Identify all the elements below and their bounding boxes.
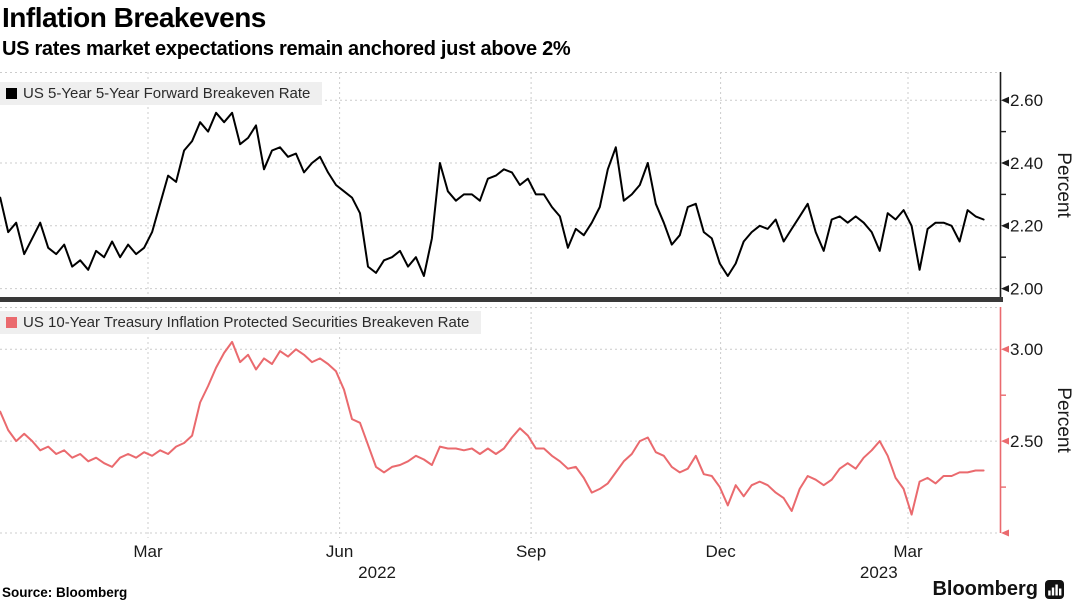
legend-swatch-black-icon bbox=[6, 88, 17, 99]
svg-text:Mar: Mar bbox=[133, 542, 163, 561]
bloomberg-logo-text: Bloomberg bbox=[932, 578, 1038, 600]
x-axis-labels: Mar Jun Sep Dec Mar 2022 2023 bbox=[133, 542, 923, 582]
svg-text:2.20: 2.20 bbox=[1010, 217, 1043, 236]
panel-1-y-axis: 3.00 2.50 bbox=[999, 307, 1043, 537]
svg-text:2.60: 2.60 bbox=[1010, 91, 1043, 110]
svg-text:2023: 2023 bbox=[860, 563, 898, 582]
svg-text:2.50: 2.50 bbox=[1010, 432, 1043, 451]
page-subtitle: US rates market expectations remain anch… bbox=[2, 38, 571, 60]
svg-text:2.00: 2.00 bbox=[1010, 279, 1043, 298]
legend-bottom-label: US 10-Year Treasury Inflation Protected … bbox=[23, 314, 470, 331]
y-axis-title-1: Percent bbox=[1053, 387, 1074, 453]
legend-bottom: US 10-Year Treasury Inflation Protected … bbox=[0, 311, 482, 334]
panel-separator bbox=[0, 297, 1003, 302]
source-note: Source: Bloomberg bbox=[2, 585, 128, 600]
panel-0-y-axis: 2.60 2.40 2.20 2.00 bbox=[999, 72, 1043, 298]
svg-text:Dec: Dec bbox=[705, 542, 736, 561]
legend-top-label: US 5-Year 5-Year Forward Breakeven Rate bbox=[23, 85, 311, 102]
svg-text:2.40: 2.40 bbox=[1010, 154, 1043, 173]
series-line-1 bbox=[0, 340, 985, 516]
svg-text:Jun: Jun bbox=[326, 542, 353, 561]
svg-text:Mar: Mar bbox=[893, 542, 923, 561]
legend-swatch-red-icon bbox=[6, 317, 17, 328]
series-line-0 bbox=[0, 111, 985, 277]
bloomberg-logo: Bloomberg bbox=[932, 578, 1064, 601]
bloomberg-bars-icon bbox=[1045, 580, 1064, 599]
svg-text:Sep: Sep bbox=[516, 542, 546, 561]
y-axis-title-0: Percent bbox=[1053, 152, 1074, 218]
legend-top: US 5-Year 5-Year Forward Breakeven Rate bbox=[0, 82, 323, 105]
svg-text:2022: 2022 bbox=[358, 563, 396, 582]
panel-0-grid bbox=[0, 72, 1000, 298]
panel-1-grid bbox=[0, 307, 1000, 538]
page-title: Inflation Breakevens bbox=[2, 2, 266, 33]
svg-text:3.00: 3.00 bbox=[1010, 340, 1043, 359]
